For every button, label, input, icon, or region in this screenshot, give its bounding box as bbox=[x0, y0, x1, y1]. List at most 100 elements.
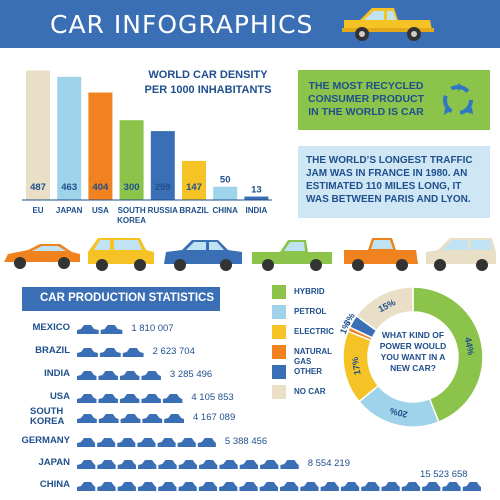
traffic-jam-fact-text: THE WORLD’S LONGEST TRAFFIC JAM WAS IN F… bbox=[306, 155, 473, 205]
car-icon bbox=[198, 482, 218, 491]
density-category-label: RUSSIA bbox=[148, 206, 178, 215]
density-value-label: 463 bbox=[61, 182, 77, 193]
density-title-line1: WORLD CAR DENSITY bbox=[148, 69, 268, 81]
recycle-fact-card: THE MOST RECYCLED CONSUMER PRODUCT IN TH… bbox=[298, 70, 490, 130]
car-icon bbox=[97, 482, 116, 491]
car-icon bbox=[280, 460, 299, 469]
density-category-label: INDIA bbox=[246, 206, 268, 215]
car-icon bbox=[401, 482, 421, 491]
blue-sedan-icon bbox=[164, 240, 242, 271]
car-icon bbox=[197, 438, 216, 447]
donut-value-label: 44% bbox=[463, 336, 476, 356]
production-value-label: 4 167 089 bbox=[192, 412, 236, 423]
car-icon bbox=[97, 460, 116, 469]
density-value-label: 404 bbox=[92, 182, 109, 193]
traffic-jam-fact-card: THE WORLD’S LONGEST TRAFFIC JAM WAS IN F… bbox=[298, 146, 490, 218]
production-bar bbox=[76, 325, 123, 334]
donut-slice-hybrid bbox=[412, 286, 484, 424]
density-value-label: 50 bbox=[220, 175, 231, 186]
car-icon bbox=[259, 482, 278, 491]
car-icon bbox=[158, 460, 177, 469]
legend-label: OTHER bbox=[294, 367, 322, 376]
car-icon bbox=[117, 438, 136, 447]
car-icon bbox=[141, 394, 161, 403]
density-bar-japan bbox=[57, 76, 82, 200]
density-category-label: USA bbox=[92, 206, 109, 215]
production-value-label: 4 105 853 bbox=[191, 392, 234, 403]
car-icon bbox=[164, 414, 184, 423]
car-icon bbox=[137, 482, 157, 491]
car-icon bbox=[97, 438, 116, 447]
yellow-hatchback-icon bbox=[88, 238, 154, 271]
density-value-label: 259 bbox=[155, 182, 171, 193]
density-bar-china bbox=[213, 186, 238, 200]
car-icon bbox=[178, 482, 197, 491]
car-icon bbox=[77, 414, 97, 423]
car-icon bbox=[138, 460, 157, 469]
car-icon bbox=[162, 394, 183, 403]
car-icon bbox=[442, 482, 461, 491]
car-icon bbox=[98, 394, 118, 403]
density-bar-brazil bbox=[182, 160, 206, 200]
car-icon bbox=[361, 482, 380, 491]
pickup-truck-icon bbox=[342, 8, 434, 41]
car-icon bbox=[340, 482, 360, 491]
car-icon bbox=[462, 482, 481, 491]
legend-swatch bbox=[272, 345, 286, 359]
car-icon bbox=[239, 460, 259, 469]
car-icon bbox=[157, 438, 176, 447]
car-density-chart: WORLD CAR DENSITY PER 1000 INHABITANTS 4… bbox=[22, 69, 272, 225]
production-bar bbox=[76, 348, 144, 357]
density-bar-usa bbox=[88, 92, 113, 200]
production-bar bbox=[76, 394, 183, 403]
page-title: CAR INFOGRAPHICS bbox=[50, 10, 314, 39]
car-icon bbox=[219, 460, 238, 469]
car-icon bbox=[320, 482, 339, 491]
production-bar bbox=[76, 438, 216, 447]
car-icon bbox=[77, 482, 96, 491]
car-icon bbox=[76, 348, 98, 357]
car-icon bbox=[98, 414, 119, 423]
donut-slice-no-car bbox=[355, 286, 414, 332]
green-pickup-icon bbox=[252, 240, 332, 271]
legend-swatch bbox=[272, 305, 286, 319]
density-value-label: 300 bbox=[124, 182, 140, 193]
car-icon bbox=[280, 482, 299, 491]
density-category-label: JAPAN bbox=[56, 206, 83, 215]
car-icon bbox=[137, 438, 156, 447]
density-value-label: 487 bbox=[30, 182, 46, 193]
beige-suv-icon bbox=[426, 238, 496, 271]
production-bar bbox=[77, 414, 184, 423]
production-title-bar: CAR PRODUCTION STATISTICS bbox=[22, 287, 220, 311]
density-category-label: SOUTH bbox=[118, 206, 146, 215]
recycle-icon bbox=[443, 83, 473, 115]
car-icon bbox=[76, 371, 97, 380]
legend-label: ELECTRIC bbox=[294, 327, 334, 336]
density-category-label: EU bbox=[32, 206, 43, 215]
car-icon bbox=[178, 460, 198, 469]
density-bar-eu bbox=[26, 70, 50, 200]
production-country-label: GERMANY bbox=[21, 435, 70, 446]
density-bar-south-korea bbox=[119, 120, 144, 200]
car-icon bbox=[120, 414, 141, 423]
production-value-label: 8 554 219 bbox=[307, 458, 350, 469]
car-icon bbox=[117, 482, 136, 491]
car-icon bbox=[199, 460, 218, 469]
car-icon bbox=[142, 414, 163, 423]
car-icon bbox=[422, 482, 441, 491]
production-value-label: 5 388 456 bbox=[224, 436, 268, 447]
header-bar: CAR INFOGRAPHICS bbox=[0, 0, 500, 48]
donut-value-label: 1% bbox=[338, 320, 352, 336]
car-icon bbox=[177, 438, 196, 447]
density-bar-russia bbox=[150, 131, 175, 200]
legend-swatch bbox=[272, 285, 286, 299]
car-icon bbox=[300, 482, 319, 491]
car-icon bbox=[119, 394, 140, 403]
legend-label: NATURAL GAS bbox=[294, 347, 332, 366]
production-bar bbox=[76, 460, 299, 469]
donut-value-label: 17% bbox=[350, 356, 363, 375]
production-title: CAR PRODUCTION STATISTICS bbox=[40, 292, 214, 304]
production-country-label: MEXICO bbox=[32, 322, 70, 333]
density-category-label: CHINA bbox=[213, 206, 239, 215]
production-country-label: SOUTH KOREA bbox=[30, 406, 65, 427]
